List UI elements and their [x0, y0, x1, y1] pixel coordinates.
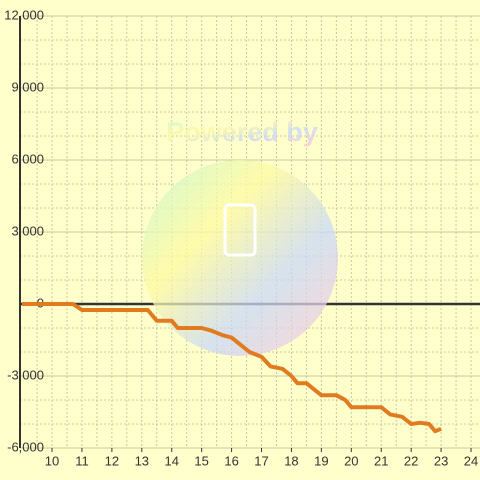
x-tick-label: 10: [45, 453, 59, 468]
watermark-icon: [223, 203, 257, 257]
watermark-logo: [142, 160, 338, 356]
x-tick-label: 24: [464, 453, 478, 468]
y-tick-label: 12,000: [4, 7, 44, 22]
x-tick-label: 13: [135, 453, 149, 468]
x-tick-label: 14: [165, 453, 179, 468]
x-tick-label: 11: [75, 453, 89, 468]
x-tick-label: 16: [224, 453, 238, 468]
y-tick-label: 3,000: [11, 223, 44, 238]
y-tick-label: 6,000: [11, 151, 44, 166]
x-tick-label: 15: [194, 453, 208, 468]
y-tick-label: 9,000: [11, 79, 44, 94]
x-tick-label: 22: [404, 453, 418, 468]
y-tick-label: -6,000: [7, 439, 44, 454]
x-tick-label: 23: [434, 453, 448, 468]
x-tick-label: 17: [254, 453, 268, 468]
x-tick-label: 19: [314, 453, 328, 468]
x-tick-label: 18: [284, 453, 298, 468]
grid: [19, 15, 480, 452]
x-tick-label: 20: [344, 453, 358, 468]
y-tick-label: -3,000: [7, 367, 44, 382]
watermark-text: Powered by: [166, 117, 318, 147]
x-tick-label: 12: [105, 453, 119, 468]
x-tick-label: 21: [374, 453, 388, 468]
line: [22, 302, 442, 434]
